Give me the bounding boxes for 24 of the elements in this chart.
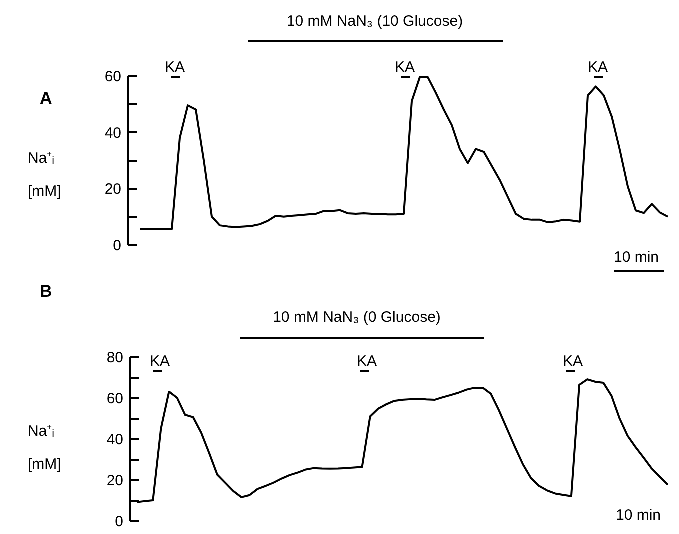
y-tick-label: 0 [113, 238, 122, 254]
chart-title: 10 mM NaN₃ (10 Glucose) [286, 13, 464, 30]
y-tick-label: 80 [106, 350, 124, 366]
text: KA [588, 59, 608, 76]
y-tick-label: 20 [106, 472, 124, 490]
chart-title: 10 mM NaN₃ (0 Glucose) [273, 309, 441, 326]
text: KA [164, 59, 186, 76]
y-tick-label: 20 [104, 181, 122, 198]
y-tick-label: 40 [106, 432, 124, 448]
y-tick-label: 40 [104, 124, 122, 142]
annotation: KA [562, 353, 584, 370]
y-tick-label: 60 [106, 390, 124, 408]
annotation: 10 min [616, 507, 662, 524]
text: 10 min [614, 249, 660, 266]
y-axis-title: Na⁺ᵢ [mM] [28, 422, 62, 475]
y-axis-title: Na⁺ᵢ [mM] [28, 149, 62, 202]
line-series [139, 76, 669, 231]
annotation: KA [150, 353, 170, 370]
text: KA [394, 59, 416, 76]
text: B [40, 282, 52, 301]
text: A [40, 89, 52, 108]
y-tick-label: 60 [104, 68, 122, 86]
y-tick-label: 0 [115, 514, 124, 530]
annotation: KA [356, 353, 378, 370]
